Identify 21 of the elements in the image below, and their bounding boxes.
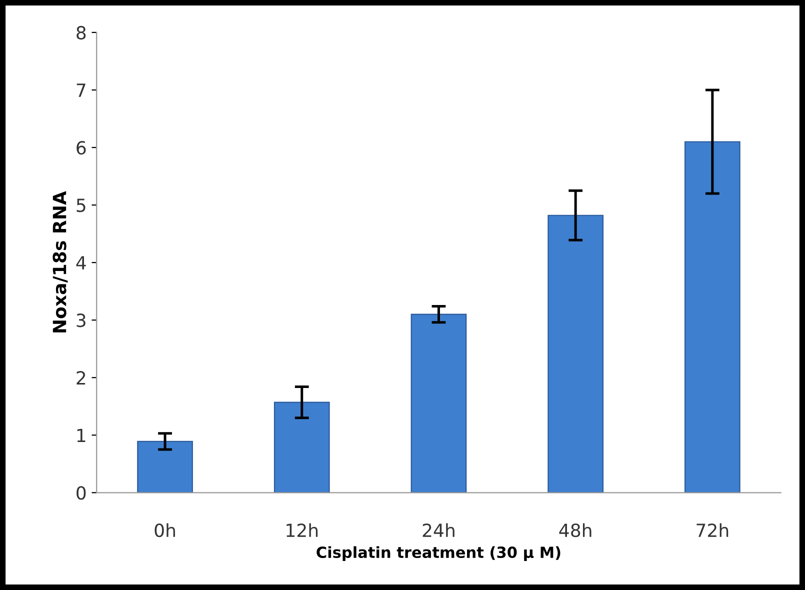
- y-tick-label: 8: [76, 26, 86, 40]
- y-tick-label: 2: [76, 371, 86, 384]
- y-axis-title: Noxa/18s RNA: [52, 191, 68, 332]
- x-tick-label: 12h: [286, 523, 318, 537]
- x-tick-label: 24h: [422, 523, 454, 537]
- bar: [548, 214, 604, 493]
- bar: [137, 440, 193, 493]
- x-tick-label: 48h: [559, 523, 592, 538]
- y-tick-label: 6: [76, 140, 86, 155]
- bar: [274, 402, 330, 493]
- bar: [410, 314, 467, 493]
- y-tick-label: 5: [76, 198, 86, 212]
- y-tick-label: 4: [76, 256, 86, 270]
- y-tick-label: 7: [76, 84, 86, 97]
- bar: [684, 141, 740, 493]
- x-tick-label: 0h: [154, 523, 175, 538]
- x-tick-label: 72h: [696, 523, 728, 537]
- y-tick-label: 1: [77, 428, 86, 442]
- y-tick-label: 3: [76, 314, 86, 328]
- y-tick-label: 0: [76, 486, 86, 500]
- x-axis-title: Cisplatin treatment (30 μ M): [316, 546, 560, 562]
